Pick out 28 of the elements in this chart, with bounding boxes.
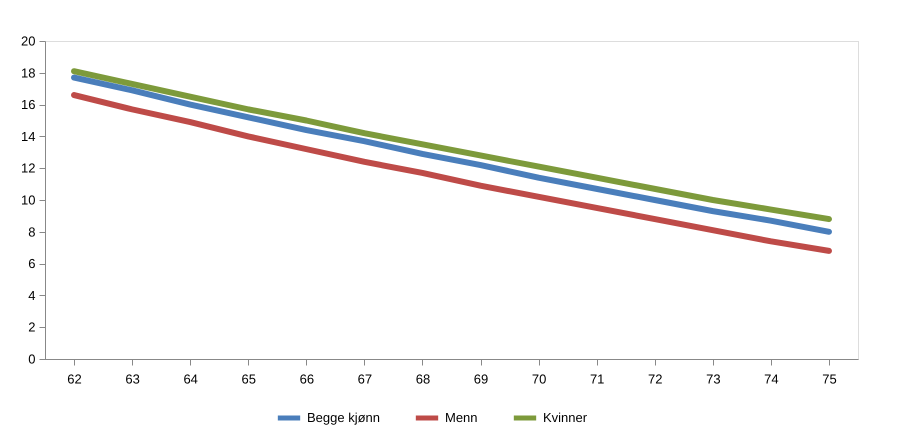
x-tick-label: 67 — [358, 372, 372, 386]
y-tick-label: 8 — [28, 224, 36, 240]
y-tick-label: 18 — [21, 65, 36, 80]
legend-label: Kvinner — [543, 410, 588, 425]
x-tick-label: 65 — [242, 372, 256, 386]
x-tick-label: 73 — [706, 372, 721, 386]
x-tick-label: 68 — [416, 372, 430, 386]
y-tick-label: 0 — [28, 352, 36, 366]
y-tick-label: 6 — [28, 256, 36, 272]
y-tick-label: 10 — [21, 192, 36, 208]
x-tick-label: 70 — [532, 372, 546, 386]
legend-label: Begge kjønn — [307, 410, 380, 425]
y-tick-label: 12 — [21, 160, 36, 176]
x-tick-label: 64 — [183, 372, 198, 386]
x-tick-label: 72 — [648, 372, 662, 386]
x-tick-label: 75 — [822, 372, 837, 386]
x-tick-label: 62 — [67, 372, 82, 386]
x-tick-label: 74 — [764, 372, 779, 386]
x-tick-label: 63 — [125, 372, 140, 386]
x-tick-label: 69 — [474, 372, 488, 386]
y-tick-label: 14 — [21, 128, 36, 144]
y-tick-label: 20 — [21, 34, 36, 48]
y-tick-label: 16 — [21, 97, 36, 112]
y-tick-label: 2 — [28, 320, 36, 335]
legend-label: Menn — [445, 410, 478, 425]
y-tick-label: 4 — [28, 288, 36, 303]
x-tick-label: 71 — [590, 372, 604, 386]
x-tick-label: 66 — [300, 372, 314, 386]
